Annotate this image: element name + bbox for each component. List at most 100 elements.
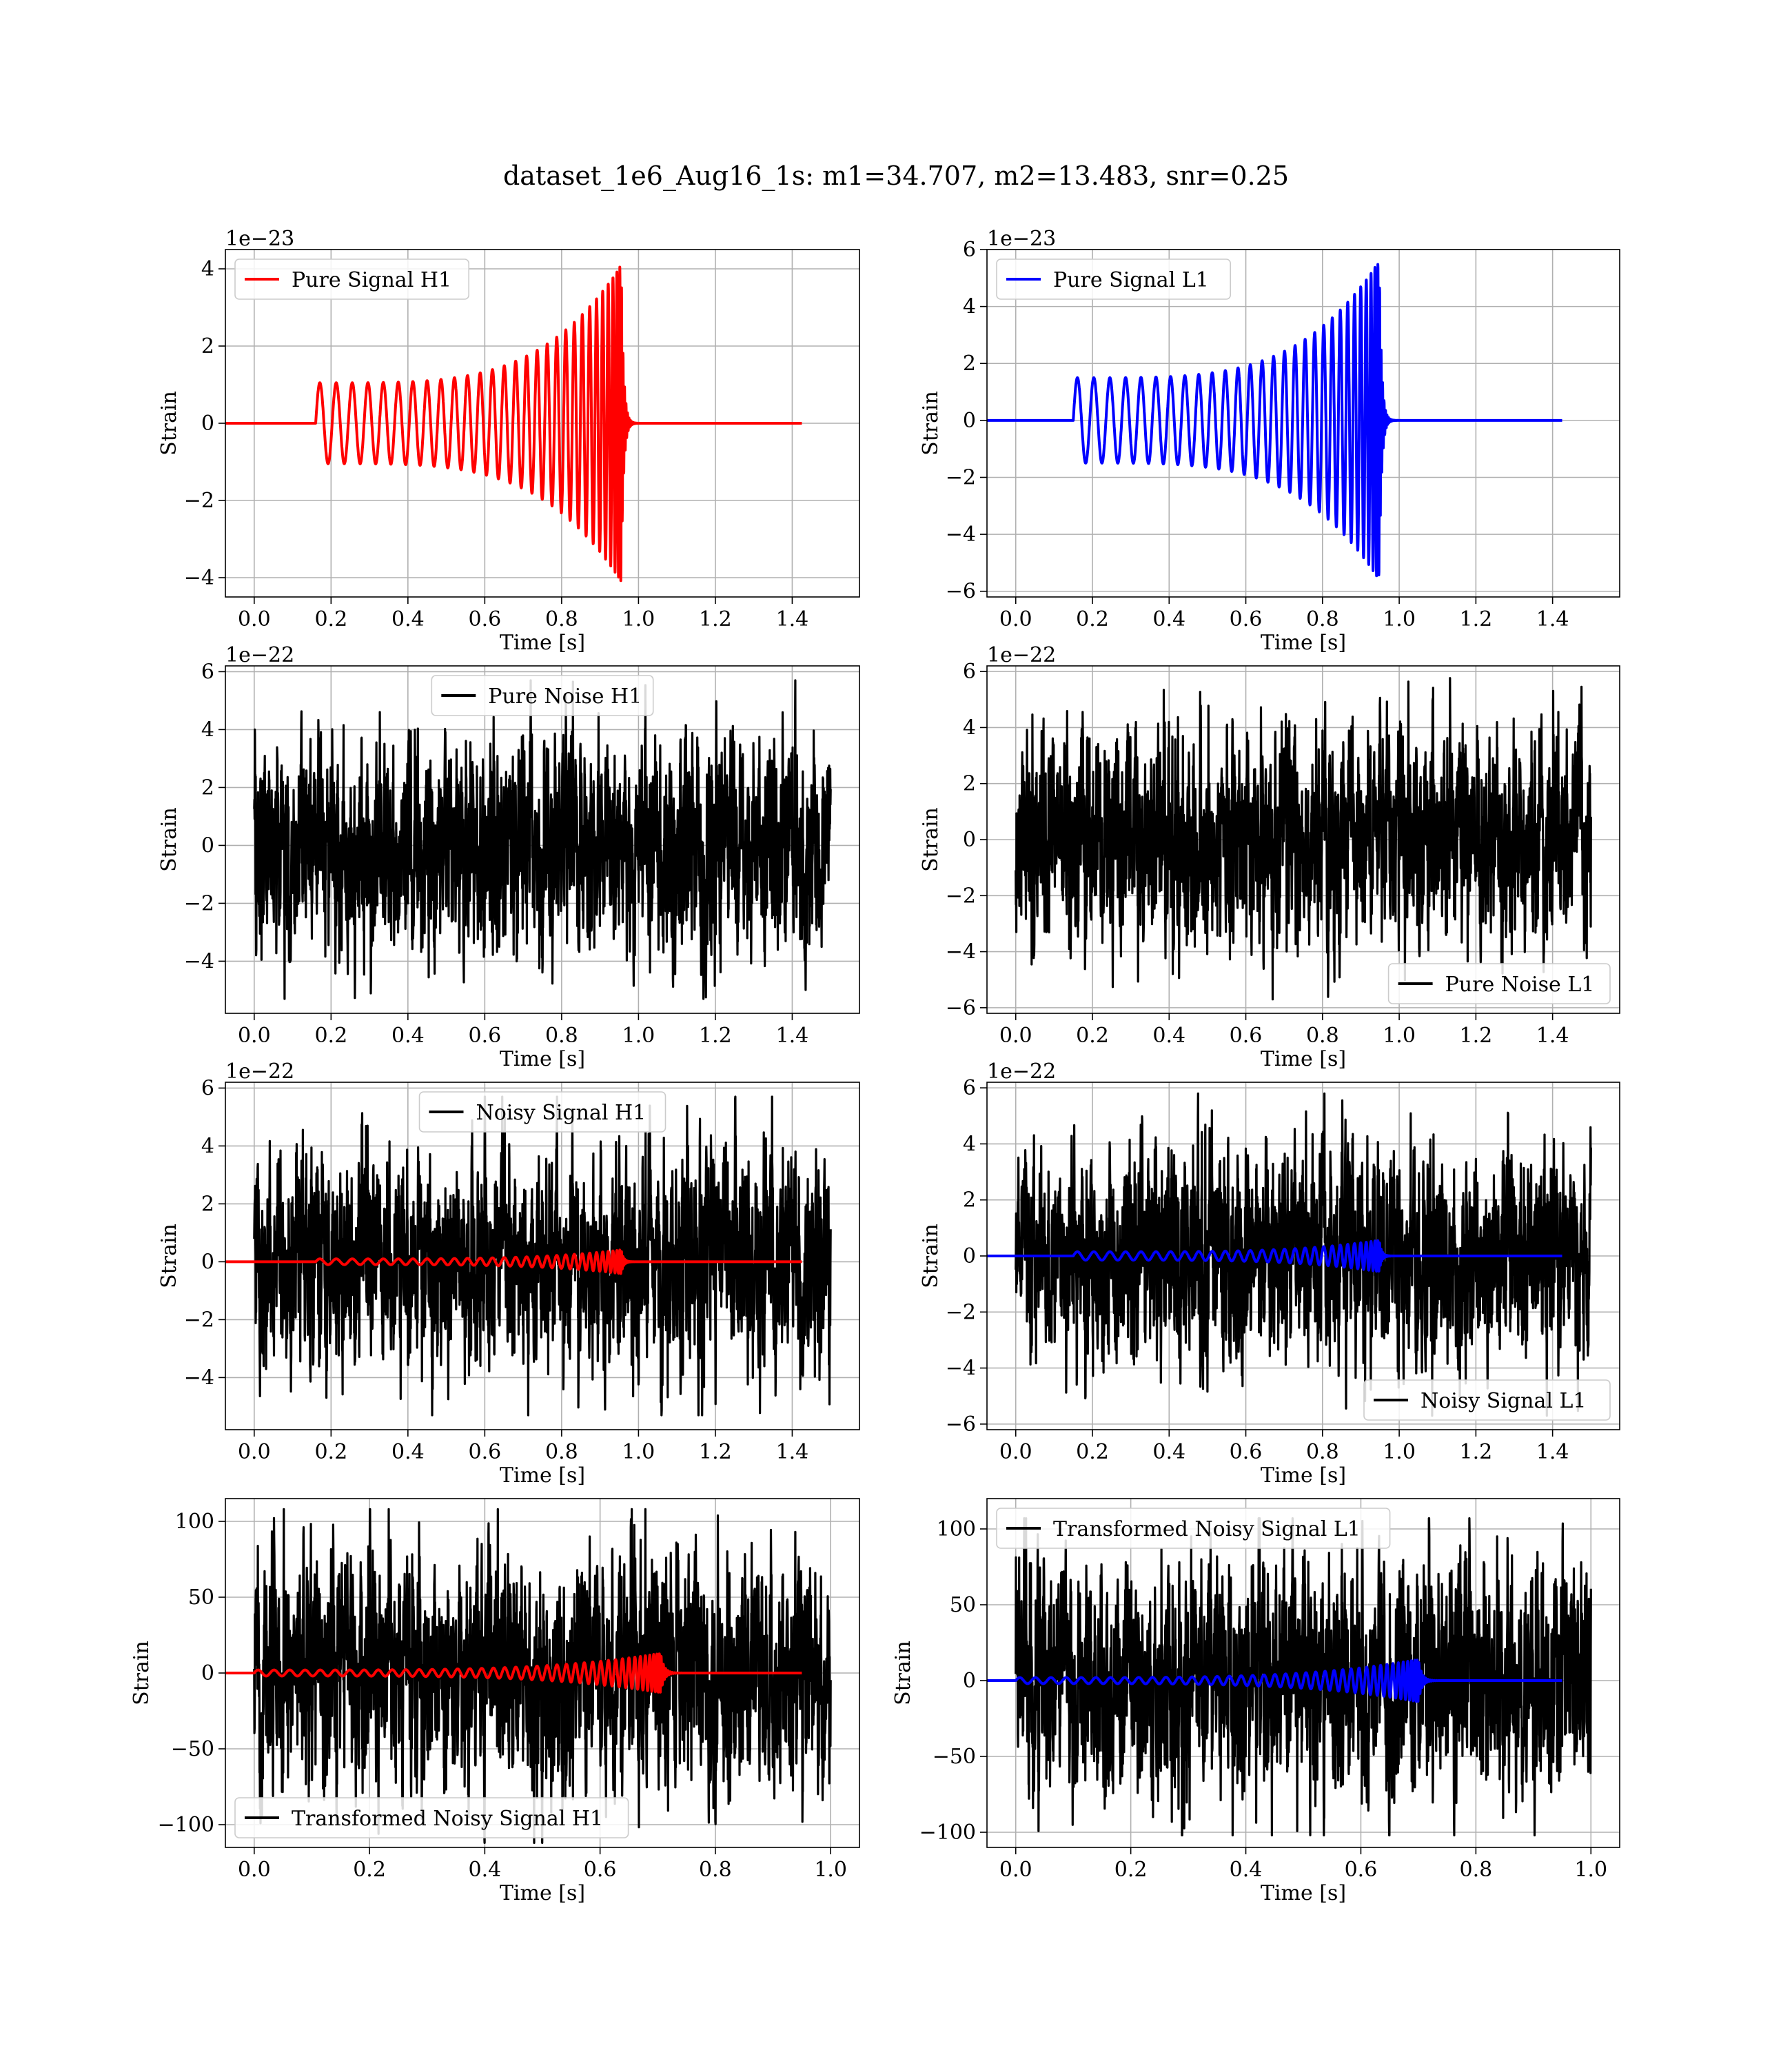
x-tick-label: 1.2 [1460, 607, 1493, 631]
x-tick-label: 1.0 [1574, 1858, 1607, 1882]
x-tick-label: 0.2 [314, 1024, 347, 1048]
x-tick-label: 0.2 [1076, 1440, 1109, 1464]
legend-box [1387, 963, 1611, 1004]
axes-frame [986, 249, 1620, 598]
y-axis-label: Strain [157, 807, 181, 872]
legend-box [996, 258, 1232, 300]
axis-exponent: 1e−23 [225, 227, 294, 251]
y-tick-label: −2 [946, 465, 976, 489]
legend: Transformed Noisy Signal L1 [996, 1508, 1391, 1549]
y-tick-label: 0 [963, 828, 976, 852]
axis-exponent: 1e−23 [987, 227, 1056, 251]
panel-h1-pure-signal: 0.0 0.2 0.4 0.6 0.8 1.0 1.2 1.4 −4 −2 0 2 4 1e−23 Time… [157, 227, 860, 655]
x-tick-label: 0.4 [1152, 607, 1185, 631]
x-tick-label: 0.6 [469, 1440, 502, 1464]
y-tick-label: 0 [201, 1250, 214, 1274]
x-tick-label: 0.0 [999, 1024, 1032, 1048]
x-tick-label: 0.8 [545, 1440, 578, 1464]
legend-label: Noisy Signal H1 [476, 1101, 646, 1125]
y-tick-label: 0 [201, 412, 214, 436]
legend-box [234, 258, 470, 300]
legend: Pure Noise L1 [1387, 963, 1611, 1004]
x-tick-label: 0.6 [1345, 1858, 1378, 1882]
y-tick-label: −50 [171, 1737, 214, 1761]
y-tick-label: 0 [201, 1661, 214, 1685]
x-tick-label: 1.0 [814, 1858, 847, 1882]
x-tick-label: 0.8 [1306, 607, 1339, 631]
series-line-0 [1015, 677, 1592, 1001]
legend-label: Pure Noise H1 [488, 685, 642, 709]
x-tick-label: 1.4 [1536, 1024, 1569, 1048]
axis-exponent: 1e−22 [987, 643, 1056, 667]
y-tick-label: 4 [963, 1132, 976, 1156]
x-tick-label: 0.8 [545, 607, 578, 631]
legend: Pure Noise H1 [431, 675, 654, 716]
plot-area [225, 265, 804, 582]
y-axis-label: Strain [157, 1224, 181, 1288]
x-tick-label: 1.0 [622, 607, 655, 631]
y-tick-label: 0 [963, 1669, 976, 1693]
x-tick-label: 0.2 [353, 1858, 386, 1882]
legend: Noisy Signal H1 [418, 1091, 666, 1133]
y-tick-label: 0 [963, 1244, 976, 1268]
x-tick-label: 1.4 [1536, 607, 1569, 631]
legend-label: Pure Noise L1 [1445, 973, 1595, 997]
y-tick-label: 6 [963, 660, 976, 684]
x-tick-label: 0.8 [545, 1024, 578, 1048]
x-tick-label: 0.0 [238, 1440, 271, 1464]
axes-frame [225, 1082, 860, 1430]
x-tick-label: 1.0 [1383, 1440, 1416, 1464]
x-axis-label: Time [s] [1261, 1881, 1346, 1905]
x-axis-label: Time [s] [500, 1463, 585, 1488]
series-line-0 [987, 263, 1564, 578]
legend-box [431, 675, 654, 716]
series-line-0 [1015, 1517, 1592, 1836]
series-line-0 [1015, 1092, 1592, 1417]
legend-label: Noisy Signal L1 [1421, 1389, 1586, 1413]
plot-area [1015, 677, 1592, 1001]
y-tick-label: 0 [963, 409, 976, 433]
panel-l1-pure-noise: 0.0 0.2 0.4 0.6 0.8 1.0 1.2 1.4 −6 −4 −2 0 2 4 6 1e−22 T… [919, 643, 1620, 1071]
x-axis-label: Time [s] [500, 1047, 585, 1071]
x-tick-label: 1.2 [699, 1440, 732, 1464]
plot-area [987, 263, 1564, 578]
y-tick-label: 6 [201, 1076, 214, 1100]
y-axis-label: Strain [157, 391, 181, 456]
x-tick-label: 0.4 [469, 1858, 502, 1882]
x-tick-label: 0.6 [1230, 1024, 1263, 1048]
figure-title: dataset_1e6_Aug16_1s: m1=34.707, m2=13.4… [503, 161, 1289, 192]
y-tick-label: 50 [188, 1585, 214, 1610]
panel-l1-pure-signal: 0.0 0.2 0.4 0.6 0.8 1.0 1.2 1.4 −6 −4 −2 0 2 4 6 1e−23 T… [919, 227, 1620, 655]
y-tick-label: 2 [963, 352, 976, 376]
y-tick-label: −4 [184, 1366, 214, 1390]
y-tick-label: −4 [946, 523, 976, 547]
x-tick-label: 1.2 [1460, 1024, 1493, 1048]
x-axis-label: Time [s] [1261, 631, 1346, 655]
x-tick-label: 1.0 [1383, 607, 1416, 631]
legend: Pure Signal L1 [996, 258, 1232, 300]
x-tick-label: 1.0 [622, 1024, 655, 1048]
series-line-1 [987, 1239, 1564, 1273]
x-tick-label: 0.0 [999, 607, 1032, 631]
plot-area [225, 1508, 832, 1844]
x-tick-label: 0.2 [314, 607, 347, 631]
legend-label: Transformed Noisy Signal L1 [1053, 1517, 1361, 1541]
y-tick-label: 4 [201, 1134, 214, 1158]
series-line-0 [253, 1095, 832, 1417]
legend-label: Pure Signal H1 [292, 268, 451, 292]
y-tick-label: −4 [946, 1357, 976, 1381]
y-tick-label: −2 [946, 884, 976, 908]
y-tick-label: 2 [201, 1192, 214, 1216]
x-tick-label: 0.6 [469, 1024, 502, 1048]
x-tick-label: 1.4 [776, 607, 809, 631]
x-tick-label: 0.0 [999, 1858, 1032, 1882]
y-tick-label: 2 [201, 334, 214, 358]
axis-exponent: 1e−22 [225, 643, 294, 667]
legend-box [418, 1091, 666, 1133]
axis-exponent: 1e−22 [987, 1060, 1056, 1084]
axes-frame [986, 1498, 1620, 1848]
series-line-0 [253, 679, 832, 1000]
x-tick-label: 0.6 [1230, 607, 1263, 631]
y-tick-label: −4 [946, 940, 976, 964]
